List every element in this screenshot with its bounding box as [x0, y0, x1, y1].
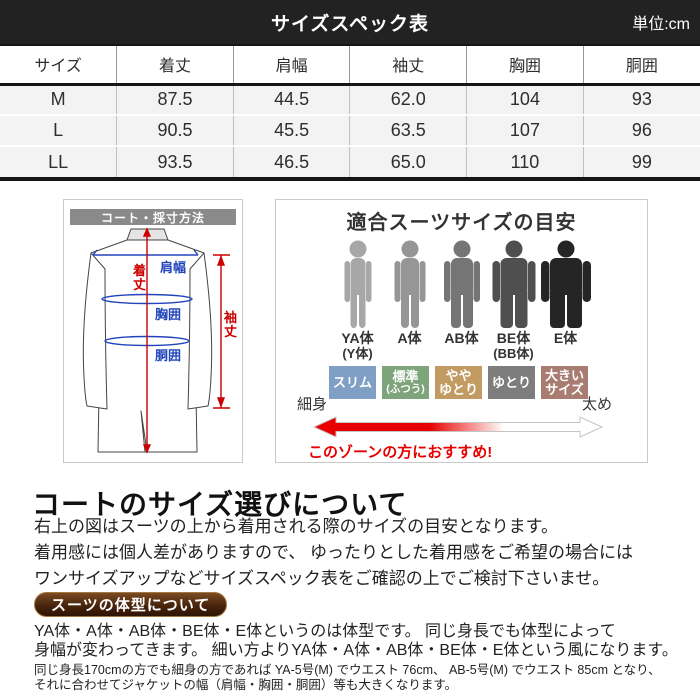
body-type-label: BE体	[496, 330, 531, 346]
value-cell: 65.0	[349, 146, 468, 177]
column-header: 胸囲	[466, 46, 584, 86]
table-row: LL 93.5 46.5 65.0 110 99	[0, 146, 700, 177]
body-type-label: AB体	[444, 330, 479, 346]
coat-size-guide-heading: コートのサイズ選びについて	[32, 488, 408, 521]
value-cell: 63.5	[349, 115, 468, 147]
guide-text-line: ワンサイズアップなどサイズスペック表をご確認の上でご検討下さいませ。	[34, 569, 610, 588]
body-type-label: E体	[553, 330, 578, 346]
coat-measure-panel: コート・採寸方法	[63, 199, 243, 463]
body-type-sublabel: (BB体)	[493, 346, 534, 361]
value-cell: 87.5	[116, 84, 234, 116]
value-cell: 62.0	[349, 84, 468, 116]
scale-wide-label: 太め	[581, 396, 612, 413]
shoulder-label: 肩幅	[160, 260, 186, 275]
fit-label-box: 大きい サイズ	[541, 366, 588, 399]
body-type-figure: A体	[384, 240, 436, 361]
person-silhouette-icon	[443, 240, 480, 328]
size-cell: L	[0, 115, 118, 147]
body-type-note: 同じ身長170cmの方でも細身の方であれば YA-5号(M) でウエスト 76c…	[34, 663, 661, 692]
fit-label-box: スリム	[329, 366, 376, 399]
body-type-note-line: それに合わせてジャケットの幅（肩幅・胸囲・胴囲）等も大きくなります。	[34, 677, 458, 692]
coat-vent	[140, 410, 148, 453]
scale-slim-label: 細身	[297, 396, 328, 413]
body-type-sublabel: (Y体)	[342, 346, 373, 361]
chest-label: 胸囲	[155, 307, 181, 322]
person-silhouette-icon	[492, 240, 535, 328]
value-cell: 93.5	[116, 146, 234, 177]
value-cell: 44.5	[233, 84, 351, 116]
body-type-figure: AB体	[436, 240, 488, 361]
body-type-figure: YA体 (Y体)	[332, 240, 384, 361]
size-cell: M	[0, 84, 118, 116]
person-silhouette-icon	[540, 240, 591, 328]
body-type-label: A体	[397, 330, 422, 346]
suit-fit-panel: 適合スーツサイズの目安 YA体 (Y体) A体 AB体 BE体 (BB体) E体 スリム 標準…	[275, 199, 648, 463]
value-cell: 93	[583, 84, 700, 116]
table-header-row: サイズ 着丈 肩幅 袖丈 胸囲 胴囲	[0, 46, 700, 86]
person-silhouette-icon	[344, 240, 371, 328]
length-label: 着丈	[132, 263, 146, 292]
guide-text-line: 着用感には個人差がありますので、 ゆったりとした着用感をご希望の場合には	[34, 543, 634, 562]
fit-panel-title: 適合スーツサイズの目安	[346, 212, 577, 234]
table-row: M 87.5 44.5 62.0 104 93	[0, 84, 700, 116]
table-row: L 90.5 45.5 63.5 107 96	[0, 115, 700, 147]
coat-right-sleeve	[187, 252, 213, 410]
body-type-note-line: 同じ身長170cmの方でも細身の方であれば YA-5号(M) でウエスト 76c…	[34, 663, 661, 677]
body-type-text: YA体・A体・AB体・BE体・E体というのは体型です。 同じ身長でも体型によって…	[34, 622, 678, 660]
coat-size-guide-text: 右上の図はスーツの上から着用される際のサイズの目安となります。着用感には個人差が…	[34, 514, 633, 592]
body-type-badge: スーツの体型について	[34, 592, 228, 617]
body-type-figure: E体	[540, 240, 592, 361]
fit-label-box: やや ゆとり	[435, 366, 482, 399]
unit-label: 単位:cm	[632, 16, 690, 33]
person-silhouette-icon	[394, 240, 425, 328]
column-header: 着丈	[116, 46, 234, 86]
size-table: サイズ 着丈 肩幅 袖丈 胸囲 胴囲 M 87.5 44.5 62.0 104 93 L 90.5 45.…	[0, 46, 700, 177]
value-cell: 99	[583, 146, 700, 177]
fit-label-boxes: スリム 標準 (ふつう) やや ゆとり ゆとり 大きい サイズ	[329, 366, 588, 399]
sleeve-label: 袖丈	[224, 310, 237, 339]
fit-label-box: 標準 (ふつう)	[382, 366, 429, 399]
value-cell: 90.5	[116, 115, 234, 147]
guide-text-line: 右上の図はスーツの上から着用される際のサイズの目安となります。	[34, 517, 558, 536]
coat-diagram: 着丈 肩幅 胸囲 胴囲 袖丈	[82, 227, 237, 454]
body-type-text-line: 身幅が変わってきます。 細い方よりYA体・A体・AB体・BE体・E体という風にな…	[34, 642, 678, 659]
coat-left-sleeve	[82, 252, 108, 410]
body-type-figures: YA体 (Y体) A体 AB体 BE体 (BB体) E体	[276, 240, 647, 361]
size-spec-table: サイズ 着丈 肩幅 袖丈 胸囲 胴囲 M 87.5 44.5 62.0 104 93 L 90.5 45.…	[0, 44, 700, 181]
body-type-text-line: YA体・A体・AB体・BE体・E体というのは体型です。 同じ身長でも体型によって	[34, 623, 616, 640]
value-cell: 104	[466, 84, 584, 116]
column-header: 肩幅	[233, 46, 351, 86]
column-header: サイズ	[0, 46, 118, 86]
size-cell: LL	[0, 146, 118, 177]
value-cell: 96	[583, 115, 700, 147]
body-type-label: YA体	[341, 330, 374, 346]
column-header: 袖丈	[349, 46, 468, 86]
value-cell: 107	[466, 115, 584, 147]
waist-label: 胴囲	[155, 348, 181, 363]
recommend-text: このゾーンの方におすすめ!	[308, 444, 493, 461]
header-bar: サイズスペック表 単位:cm	[0, 0, 700, 44]
body-type-figure: BE体 (BB体)	[488, 240, 540, 361]
value-cell: 110	[466, 146, 584, 177]
column-header: 胴囲	[583, 46, 700, 86]
fit-label-box: ゆとり	[488, 366, 535, 399]
value-cell: 46.5	[233, 146, 351, 177]
slim-to-wide-arrow	[312, 416, 604, 438]
page-title: サイズスペック表	[270, 13, 430, 35]
coat-measure-title: コート・採寸方法	[70, 209, 236, 225]
value-cell: 45.5	[233, 115, 351, 147]
